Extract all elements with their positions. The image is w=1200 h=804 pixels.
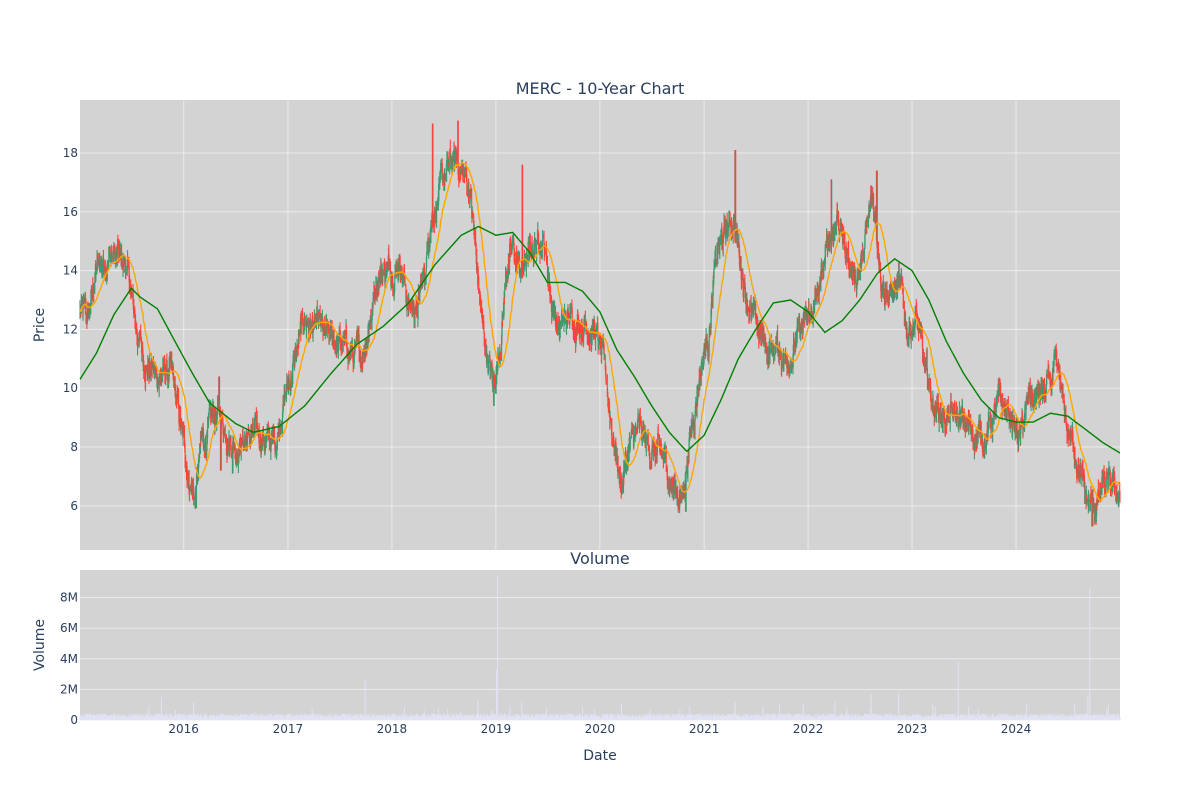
price-y-axis-title: Price (32, 308, 48, 342)
price-y-tick-labels: 6 8 10 12 14 16 18 (63, 146, 78, 513)
price-y-tick-label: 6 (70, 499, 78, 513)
price-y-tick-label: 12 (63, 322, 78, 336)
volume-plot-background (80, 570, 1120, 720)
price-y-tick-label: 14 (63, 264, 78, 278)
price-y-tick-label: 10 (63, 381, 78, 395)
price-y-tick-label: 16 (63, 205, 78, 219)
price-chart-title: MERC - 10-Year Chart (516, 79, 685, 98)
price-y-tick-label: 8 (70, 440, 78, 454)
price-panel: 6 8 10 12 14 16 18 MERC - 10-Year Chart Price (32, 79, 1120, 550)
price-y-tick-label: 18 (63, 146, 78, 160)
